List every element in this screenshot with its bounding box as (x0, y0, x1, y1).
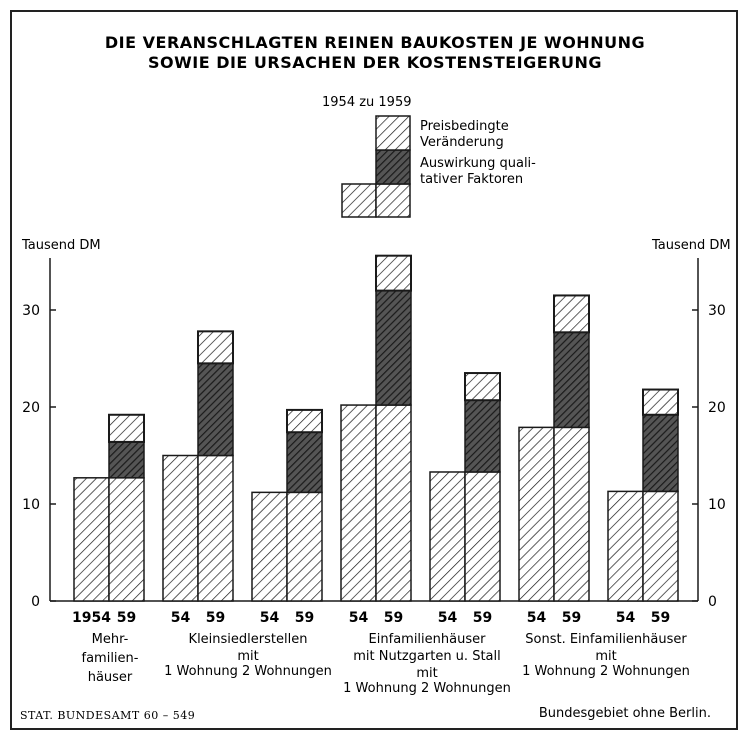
legend-label-price-1: Preisbedingte (420, 119, 509, 134)
footer-region: Bundesgebiet ohne Berlin. (539, 706, 711, 721)
year-label-group-3-1954: 54 (260, 610, 280, 626)
bar-1954-group-2 (162, 454, 199, 602)
bar-1959-base-group-6 (553, 426, 590, 602)
bar-1954-group-6 (518, 426, 555, 602)
bar-1959-price-group-1 (108, 413, 145, 443)
bar-1954-group-5 (429, 471, 466, 602)
y-tick-label-right-10: 10 (708, 497, 726, 513)
category-label-group-1-line-1: Mehr- (92, 632, 129, 647)
bar-1959-quality-group-6 (553, 331, 590, 429)
y-tick-label-right-30: 30 (708, 303, 726, 319)
bar-1959-price-group-7 (642, 388, 679, 416)
year-label-group-7-1954: 54 (616, 610, 636, 626)
bar-1959-price-group-4 (375, 254, 412, 292)
y-ticks: 0 0 10 10 20 20 30 30 (22, 303, 726, 610)
category-label-group-2-line-1: Kleinsiedlerstellen (189, 632, 308, 647)
bar-1954-group-7 (607, 490, 644, 602)
legend-label-quality-1: Auswirkung quali- (420, 156, 536, 171)
y-tick-label-left-10: 10 (22, 497, 40, 513)
legend-label-price-2: Veränderung (420, 135, 504, 150)
legend: 1954 zu 1959 Preisbedingte Veränderung A… (322, 95, 536, 218)
year-label-group-2-1959: 59 (206, 610, 225, 626)
y-tick-label-left-20: 20 (22, 400, 40, 416)
category-label-group-2-line-2: mit (237, 649, 258, 664)
category-label-group-4-line-1: Einfamilienhäuser (369, 632, 487, 647)
bar-1954-group-4 (340, 404, 377, 602)
category-label-group-4-line-2: mit Nutzgarten u. Stall (353, 649, 500, 664)
category-label-group-6-line-1: Sonst. Einfamilienhäuser (525, 632, 687, 647)
y-axis-unit-right: Tausend DM (651, 238, 731, 253)
category-label-group-1-line-2: familien- (82, 651, 139, 666)
year-label-group-1-1954: 1954 (72, 610, 111, 626)
bar-1959-base-group-7 (642, 490, 679, 602)
year-label-group-2-1954: 54 (171, 610, 191, 626)
legend-swatch-1954 (341, 183, 377, 218)
bar-1959-price-group-6 (553, 294, 590, 334)
bar-1959-base-group-2 (197, 454, 234, 602)
chart-title-line1: DIE VERANSCHLAGTEN REINEN BAUKOSTEN JE W… (105, 33, 645, 52)
bar-1959-quality-group-3 (286, 431, 323, 494)
year-label-group-7-1959: 59 (651, 610, 670, 626)
chart-frame (10, 10, 738, 730)
year-label-group-5-1959: 59 (473, 610, 492, 626)
footer-source: STAT. BUNDESAMT 60 – 549 (20, 709, 195, 722)
year-label-group-4-1954: 54 (349, 610, 369, 626)
bar-1959-quality-group-5 (464, 399, 501, 473)
legend-heading: 1954 zu 1959 (322, 95, 412, 110)
chart-title-line2: SOWIE DIE URSACHEN DER KOSTENSTEIGERUNG (148, 53, 602, 72)
year-label-group-1-1959: 59 (117, 610, 136, 626)
y-tick-label-left-0: 0 (31, 594, 40, 610)
bar-1959-quality-group-4 (375, 289, 412, 406)
category-label-group-2-line-3: 1 Wohnung 2 Wohnungen (164, 664, 332, 679)
y-tick-label-left-30: 30 (22, 303, 40, 319)
bar-1959-base-group-4 (375, 404, 412, 602)
category-label-group-6-line-2: mit (595, 649, 616, 664)
year-label-group-6-1959: 59 (562, 610, 581, 626)
category-label-group-4-line-4: 1 Wohnung 2 Wohnungen (343, 681, 511, 696)
category-label-group-1-line-3: häuser (88, 670, 133, 685)
bar-1959-price-group-5 (464, 372, 501, 402)
bar-1959-quality-group-7 (642, 414, 679, 493)
bars (73, 254, 679, 602)
category-label-group-6-line-3: 1 Wohnung 2 Wohnungen (522, 664, 690, 679)
year-label-group-3-1959: 59 (295, 610, 314, 626)
y-tick-label-right-0: 0 (708, 594, 717, 610)
bar-1959-base-group-5 (464, 471, 501, 602)
year-label-group-6-1954: 54 (527, 610, 547, 626)
bar-1959-quality-group-1 (108, 441, 145, 479)
bar-1959-base-group-1 (108, 477, 145, 602)
legend-label-quality-2: tativer Faktoren (420, 172, 523, 187)
legend-swatch-quality (375, 149, 411, 185)
bar-1954-group-3 (251, 491, 288, 602)
bar-1959-base-group-3 (286, 491, 323, 602)
bar-1954-group-1 (73, 477, 110, 602)
bar-1959-price-group-2 (197, 330, 234, 365)
y-tick-label-right-20: 20 (708, 400, 726, 416)
category-labels: 1954 59 54 59 54 59 54 59 54 59 54 59 54 59 Mehr-famil… (72, 610, 690, 696)
year-label-group-5-1954: 54 (438, 610, 458, 626)
bar-1959-quality-group-2 (197, 362, 234, 457)
bar-1959-price-group-3 (286, 408, 323, 434)
year-label-group-4-1959: 59 (384, 610, 403, 626)
legend-swatch-price (375, 115, 411, 151)
y-axis-unit-left: Tausend DM (21, 238, 101, 253)
legend-swatch-1959-base (375, 183, 411, 218)
category-label-group-4-line-3: mit (416, 666, 437, 681)
